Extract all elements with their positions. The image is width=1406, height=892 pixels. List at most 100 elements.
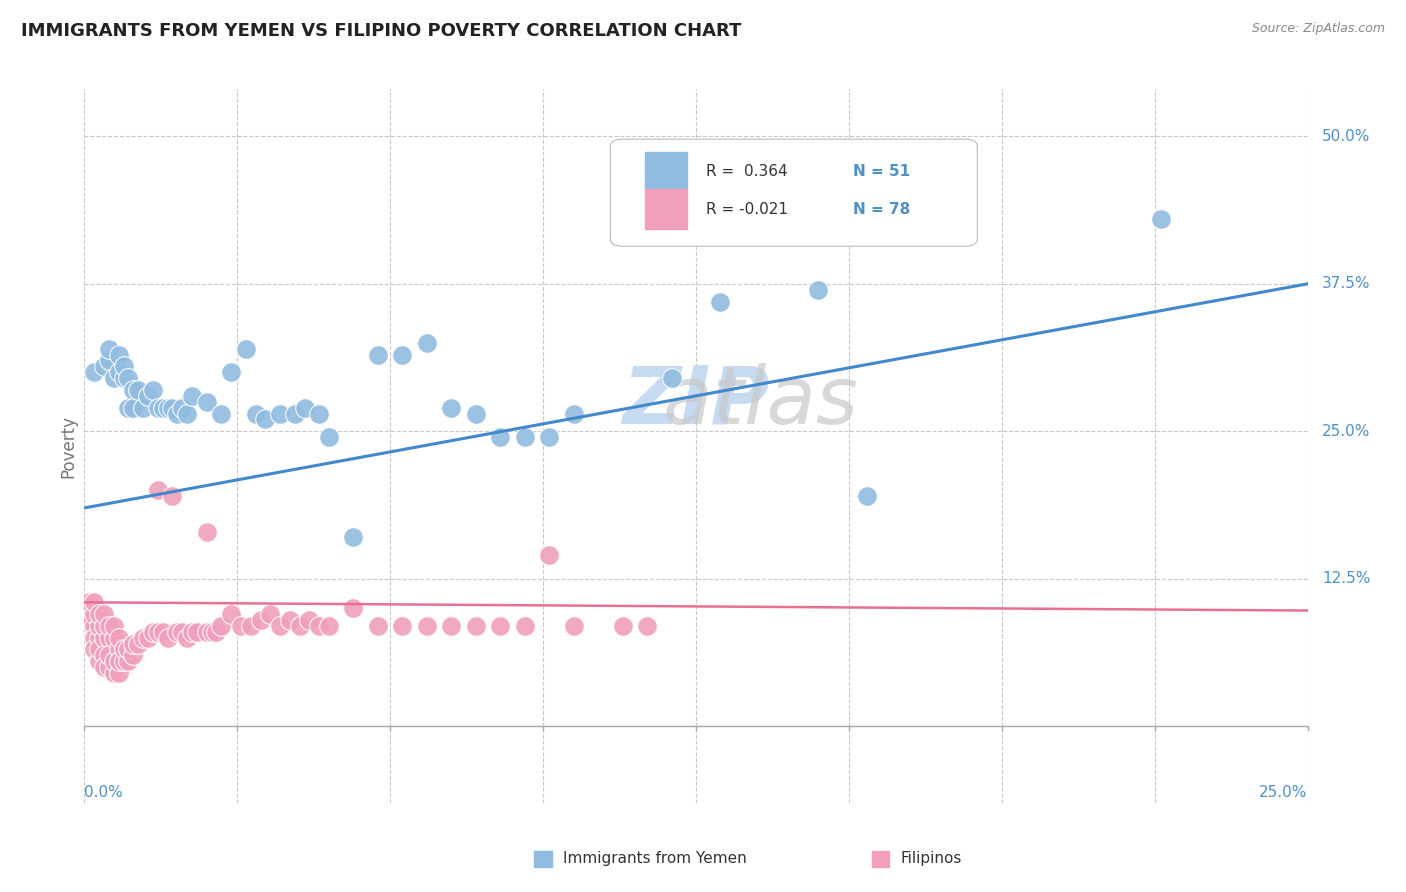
Point — [308, 407, 330, 421]
Y-axis label: Poverty: Poverty — [59, 415, 77, 477]
Point — [112, 654, 135, 668]
Point — [807, 283, 830, 297]
Point — [172, 401, 194, 415]
Point — [172, 624, 194, 639]
Point — [87, 631, 110, 645]
Point — [538, 430, 561, 444]
Point — [87, 642, 110, 657]
Point — [219, 607, 242, 621]
Point — [103, 631, 125, 645]
Point — [367, 348, 389, 362]
Point — [142, 624, 165, 639]
Point — [117, 654, 139, 668]
Point — [259, 607, 281, 621]
Point — [93, 619, 115, 633]
Point — [117, 371, 139, 385]
Point — [269, 407, 291, 421]
Point — [239, 619, 262, 633]
Point — [136, 389, 159, 403]
Text: N = 51: N = 51 — [852, 164, 910, 178]
Point — [142, 383, 165, 397]
Point — [83, 642, 105, 657]
Point — [146, 624, 169, 639]
Point — [136, 631, 159, 645]
Point — [562, 407, 585, 421]
Point — [93, 631, 115, 645]
Point — [107, 642, 129, 657]
Point — [117, 401, 139, 415]
Point — [209, 407, 232, 421]
Point — [152, 401, 174, 415]
Point — [122, 401, 145, 415]
Point — [513, 619, 536, 633]
Text: ZIP: ZIP — [623, 363, 769, 441]
Point — [235, 342, 257, 356]
Point — [166, 407, 188, 421]
Point — [709, 294, 731, 309]
Point — [107, 666, 129, 681]
Point — [288, 619, 311, 633]
Text: N = 78: N = 78 — [852, 202, 910, 217]
Point — [93, 607, 115, 621]
Point — [562, 619, 585, 633]
Point — [97, 342, 120, 356]
Point — [132, 631, 155, 645]
Point — [278, 613, 301, 627]
Point — [107, 631, 129, 645]
Point — [249, 613, 271, 627]
Point — [489, 430, 512, 444]
Point — [103, 619, 125, 633]
Text: 12.5%: 12.5% — [1322, 571, 1371, 586]
Text: R = -0.021: R = -0.021 — [706, 202, 787, 217]
Point — [391, 619, 413, 633]
Point — [122, 636, 145, 650]
Point — [162, 401, 184, 415]
Point — [83, 619, 105, 633]
Point — [132, 401, 155, 415]
Point — [219, 365, 242, 379]
Point — [181, 624, 204, 639]
Point — [166, 624, 188, 639]
Point — [83, 607, 105, 621]
Bar — [644, 189, 688, 228]
Point — [93, 648, 115, 663]
Point — [77, 601, 100, 615]
Point — [342, 601, 364, 615]
Point — [152, 624, 174, 639]
Text: R =  0.364: R = 0.364 — [706, 164, 787, 178]
Text: 0.0%: 0.0% — [84, 785, 124, 800]
Point — [162, 489, 184, 503]
Point — [93, 359, 115, 374]
Point — [103, 371, 125, 385]
Point — [269, 619, 291, 633]
Point — [103, 654, 125, 668]
Point — [440, 401, 463, 415]
Point — [77, 595, 100, 609]
Point — [107, 365, 129, 379]
Text: Source: ZipAtlas.com: Source: ZipAtlas.com — [1251, 22, 1385, 36]
Point — [205, 624, 228, 639]
Point — [254, 412, 277, 426]
Point — [122, 648, 145, 663]
Point — [176, 631, 198, 645]
Point — [284, 407, 307, 421]
Text: Immigrants from Yemen: Immigrants from Yemen — [564, 852, 747, 866]
Text: 37.5%: 37.5% — [1322, 277, 1371, 292]
Point — [103, 666, 125, 681]
Point — [318, 619, 340, 633]
Point — [1150, 211, 1173, 226]
Point — [87, 654, 110, 668]
Point — [464, 407, 486, 421]
Point — [146, 401, 169, 415]
Point — [112, 642, 135, 657]
Text: atlas: atlas — [534, 363, 858, 441]
Point — [294, 401, 316, 415]
Point — [342, 530, 364, 544]
Point — [156, 401, 179, 415]
Point — [195, 524, 218, 539]
Point — [209, 619, 232, 633]
Point — [464, 619, 486, 633]
Point — [83, 595, 105, 609]
Point — [107, 348, 129, 362]
Text: Filipinos: Filipinos — [901, 852, 962, 866]
